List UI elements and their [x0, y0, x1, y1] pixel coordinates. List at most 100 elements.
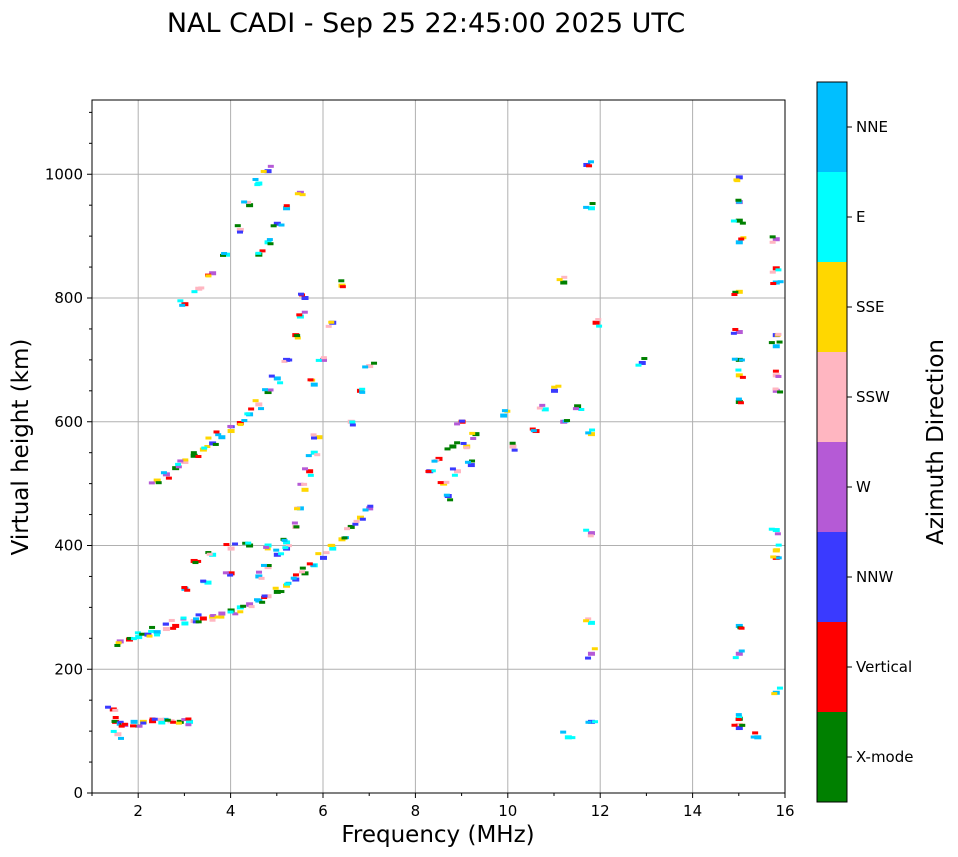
data-point: [210, 614, 217, 618]
data-point: [329, 546, 337, 551]
data-point: [735, 718, 742, 722]
data-point: [298, 292, 305, 296]
data-point: [246, 203, 254, 208]
colorbar-tick-label: E: [856, 208, 865, 226]
data-point: [349, 420, 356, 424]
data-point: [589, 428, 596, 432]
data-point: [467, 463, 475, 468]
data-point: [267, 388, 274, 392]
data-point: [236, 227, 244, 232]
data-point: [585, 431, 592, 435]
data-point: [265, 563, 272, 567]
data-point: [344, 527, 351, 531]
data-point: [560, 730, 567, 734]
data-point: [735, 289, 743, 294]
data-point: [110, 729, 117, 733]
data-point: [241, 200, 248, 204]
data-point: [730, 331, 737, 335]
data-point: [735, 397, 742, 401]
colorbar-label: Azimuth Direction: [923, 339, 949, 545]
data-point: [769, 270, 776, 274]
data-point: [560, 280, 568, 285]
data-point: [191, 290, 198, 294]
data-point: [126, 636, 133, 640]
data-point: [301, 310, 308, 314]
data-point: [139, 632, 146, 636]
colorbar-segment: [817, 172, 847, 262]
data-point: [245, 541, 252, 545]
data-point: [750, 735, 757, 739]
data-point: [193, 617, 200, 621]
x-axis-ticks: 2 4 6 8 10 12 14 16: [91, 793, 795, 820]
data-point: [774, 532, 781, 536]
data-point: [146, 634, 153, 638]
data-point: [451, 473, 458, 477]
data-point: [248, 605, 255, 609]
colorbar-segment: [817, 442, 847, 532]
x-tick-label: 10: [498, 802, 517, 820]
data-point: [564, 419, 571, 423]
data-point: [199, 616, 207, 621]
data-point: [752, 731, 759, 735]
data-point: [192, 561, 199, 565]
data-point: [500, 413, 508, 418]
data-point: [587, 531, 595, 536]
colorbar-tick-label: W: [856, 478, 871, 496]
data-point: [429, 469, 436, 473]
data-point: [267, 164, 274, 168]
colorbar-segment: [817, 352, 847, 442]
data-point: [366, 364, 374, 369]
data-point: [136, 724, 143, 728]
data-point: [459, 419, 466, 423]
data-point: [264, 547, 271, 551]
data-point: [353, 519, 360, 523]
data-point: [768, 341, 775, 345]
data-point: [592, 720, 599, 724]
data-point: [320, 555, 327, 560]
y-tick-label: 0: [73, 784, 83, 802]
data-point: [561, 275, 568, 279]
y-tick-label: 400: [54, 537, 83, 555]
data-point: [585, 720, 592, 724]
data-point: [205, 274, 212, 278]
data-point: [115, 641, 122, 645]
data-point: [320, 356, 327, 360]
data-point: [162, 622, 169, 626]
data-point: [772, 369, 779, 373]
data-point: [638, 360, 646, 365]
data-point: [292, 573, 299, 577]
data-point: [204, 580, 212, 585]
data-point: [130, 724, 137, 728]
data-point: [771, 692, 778, 696]
data-point: [220, 253, 227, 257]
data-point: [585, 656, 592, 660]
data-point: [259, 249, 266, 253]
data-point: [586, 164, 593, 168]
data-point: [739, 723, 746, 727]
data-point: [168, 618, 175, 622]
data-point: [735, 218, 743, 223]
data-point: [221, 251, 228, 255]
data-point: [301, 487, 309, 492]
x-tick-label: 2: [133, 802, 143, 820]
data-point: [111, 719, 118, 723]
data-point: [181, 621, 189, 626]
data-point: [772, 388, 780, 393]
data-point: [175, 462, 182, 466]
data-point: [209, 618, 216, 622]
x-axis-label: Frequency (MHz): [341, 822, 534, 848]
data-point: [635, 363, 642, 367]
data-point: [117, 720, 124, 724]
data-point: [775, 268, 782, 272]
data-point: [227, 610, 234, 614]
data-point: [297, 482, 304, 486]
data-point: [587, 620, 595, 625]
data-point: [367, 504, 374, 508]
data-point: [264, 169, 272, 174]
data-point: [551, 385, 558, 389]
data-point: [281, 538, 288, 542]
data-point: [735, 713, 742, 717]
data-point: [564, 735, 572, 740]
data-point: [181, 586, 188, 590]
